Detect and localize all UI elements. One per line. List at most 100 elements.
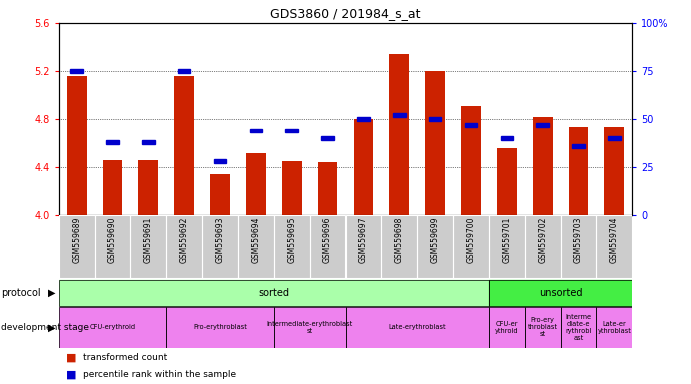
Text: unsorted: unsorted (539, 288, 583, 298)
Bar (381, 215, 417, 278)
Bar (67, 76, 86, 215)
Text: GSM559696: GSM559696 (323, 217, 332, 263)
Bar (95, 215, 131, 278)
Text: development stage: development stage (1, 323, 88, 332)
Bar (138, 160, 158, 215)
Bar (489, 307, 524, 348)
Bar (274, 307, 346, 348)
Bar (167, 215, 202, 278)
Bar (381, 215, 417, 278)
Bar (274, 307, 346, 348)
Bar (605, 127, 624, 215)
Bar (282, 161, 301, 215)
Bar (489, 215, 524, 278)
Text: sorted: sorted (258, 288, 290, 298)
Bar (608, 136, 621, 140)
Bar (417, 215, 453, 278)
Bar (59, 215, 95, 278)
Bar (167, 215, 202, 278)
Bar (596, 307, 632, 348)
Text: GSM559695: GSM559695 (287, 217, 296, 263)
Bar (249, 129, 262, 132)
Text: ■: ■ (66, 353, 76, 363)
Text: GSM559700: GSM559700 (466, 217, 475, 263)
Bar (131, 215, 167, 278)
Text: CFU-erythroid: CFU-erythroid (89, 324, 135, 330)
Bar (390, 54, 409, 215)
Bar (393, 113, 406, 117)
Bar (131, 215, 167, 278)
Text: Late-erythroblast: Late-erythroblast (388, 324, 446, 330)
Bar (310, 215, 346, 278)
Bar (572, 144, 585, 148)
Text: percentile rank within the sample: percentile rank within the sample (83, 371, 236, 379)
Bar (106, 140, 119, 144)
Bar (489, 215, 524, 278)
Bar (417, 215, 453, 278)
Bar (560, 215, 596, 278)
Bar (489, 280, 632, 306)
Bar (524, 307, 560, 348)
Bar (238, 215, 274, 278)
Bar (318, 162, 337, 215)
Text: Pro-erythroblast: Pro-erythroblast (193, 324, 247, 330)
Bar (167, 307, 274, 348)
Text: transformed count: transformed count (83, 353, 167, 362)
Bar (210, 174, 230, 215)
Bar (346, 307, 489, 348)
Bar (167, 307, 274, 348)
Bar (596, 215, 632, 278)
Text: GSM559703: GSM559703 (574, 217, 583, 263)
Text: Intermediate-erythroblast
st: Intermediate-erythroblast st (267, 321, 353, 334)
Bar (274, 215, 310, 278)
Bar (500, 136, 513, 140)
Text: GSM559699: GSM559699 (430, 217, 439, 263)
Bar (103, 160, 122, 215)
Bar (59, 215, 95, 278)
Bar (596, 215, 632, 278)
Bar (453, 215, 489, 278)
Bar (489, 307, 524, 348)
Text: GSM559694: GSM559694 (252, 217, 261, 263)
Text: ▶: ▶ (48, 322, 55, 333)
Text: GSM559689: GSM559689 (72, 217, 81, 263)
Bar (174, 76, 194, 215)
Bar (178, 69, 191, 73)
Bar (560, 307, 596, 348)
Text: Late-er
ythroblast: Late-er ythroblast (598, 321, 632, 334)
Bar (95, 215, 131, 278)
Bar (453, 215, 489, 278)
Bar (285, 129, 298, 132)
Bar (357, 117, 370, 121)
Bar (346, 215, 381, 278)
Bar (354, 119, 373, 215)
Bar (70, 69, 83, 73)
Bar (310, 215, 346, 278)
Bar (489, 280, 632, 306)
Text: ▶: ▶ (48, 288, 55, 298)
Bar (214, 159, 227, 163)
Text: GSM559693: GSM559693 (216, 217, 225, 263)
Text: Interme
diate-e
rythrobl
ast: Interme diate-e rythrobl ast (565, 314, 591, 341)
Title: GDS3860 / 201984_s_at: GDS3860 / 201984_s_at (270, 7, 421, 20)
Bar (59, 307, 167, 348)
Text: ■: ■ (66, 370, 76, 380)
Text: protocol: protocol (1, 288, 40, 298)
Bar (524, 307, 560, 348)
Text: GSM559691: GSM559691 (144, 217, 153, 263)
Bar (464, 123, 477, 127)
Bar (346, 215, 381, 278)
Bar (524, 215, 560, 278)
Bar (202, 215, 238, 278)
Bar (246, 152, 266, 215)
Bar (524, 215, 560, 278)
Bar (461, 106, 481, 215)
Text: CFU-er
ythroid: CFU-er ythroid (495, 321, 519, 334)
Bar (202, 215, 238, 278)
Bar (560, 215, 596, 278)
Bar (536, 123, 549, 127)
Bar (533, 117, 553, 215)
Bar (274, 215, 310, 278)
Text: Pro-ery
throblast
st: Pro-ery throblast st (528, 317, 558, 338)
Bar (59, 280, 489, 306)
